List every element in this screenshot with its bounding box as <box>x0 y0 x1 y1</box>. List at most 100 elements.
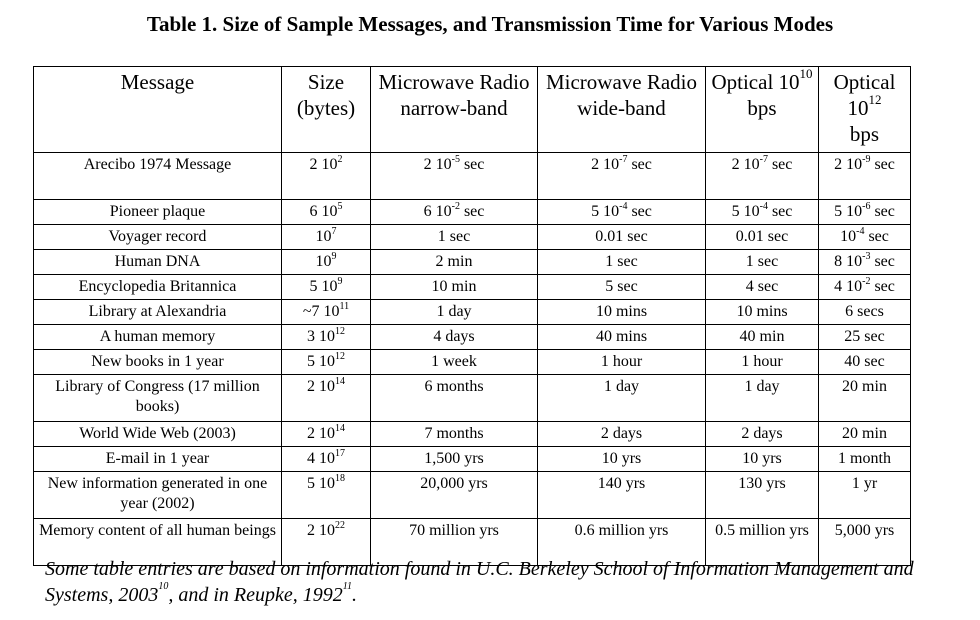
microwave-narrow-cell: 1 sec <box>370 224 538 250</box>
optical-10-cell: 40 min <box>705 324 819 350</box>
microwave-wide-cell: 1 sec <box>537 249 706 275</box>
table-row: A human memory 3 1012 4 days 40 mins 40 min 2… <box>33 324 911 350</box>
microwave-wide-cell: 140 yrs <box>537 471 706 519</box>
microwave-wide-cell: 2 10-7 sec <box>537 152 706 200</box>
header-microwave-narrow: Microwave Radio narrow-band <box>370 66 538 153</box>
optical-12-cell: 10-4 sec <box>818 224 911 250</box>
optical-12-cell: 20 min <box>818 421 911 447</box>
header-optical-10: Optical 1010 bps <box>705 66 819 153</box>
optical-10-cell: 1 day <box>705 374 819 422</box>
microwave-narrow-cell: 7 months <box>370 421 538 447</box>
microwave-wide-cell: 0.6 million yrs <box>537 518 706 566</box>
optical-12-cell: 1 yr <box>818 471 911 519</box>
microwave-wide-cell: 40 mins <box>537 324 706 350</box>
table-row: Arecibo 1974 Message 2 102 2 10-5 sec 2 10-… <box>33 152 911 200</box>
size-cell: 5 1012 <box>281 349 371 375</box>
size-cell: 2 102 <box>281 152 371 200</box>
microwave-narrow-cell: 1 week <box>370 349 538 375</box>
microwave-narrow-cell: 2 10-5 sec <box>370 152 538 200</box>
source-note: Some table entries are based on informat… <box>45 558 914 606</box>
size-cell: 5 109 <box>281 274 371 300</box>
optical-12-cell: 40 sec <box>818 349 911 375</box>
header-microwave-wide: Microwave Radio wide-band <box>537 66 706 153</box>
optical-10-cell: 130 yrs <box>705 471 819 519</box>
size-cell: 4 1017 <box>281 446 371 472</box>
microwave-wide-cell: 2 days <box>537 421 706 447</box>
optical-10-cell: 10 mins <box>705 299 819 325</box>
microwave-narrow-cell: 1 day <box>370 299 538 325</box>
size-cell: 5 1018 <box>281 471 371 519</box>
message-cell: Library of Congress (17 million books) <box>33 374 282 422</box>
optical-12-cell: 8 10-3 sec <box>818 249 911 275</box>
size-cell: 6 105 <box>281 199 371 225</box>
optical-10-cell: 1 hour <box>705 349 819 375</box>
table-row: E-mail in 1 year 4 1017 1,500 yrs 10 yrs 10 … <box>33 446 911 472</box>
size-cell: 2 1014 <box>281 421 371 447</box>
size-cell: 107 <box>281 224 371 250</box>
microwave-narrow-cell: 20,000 yrs <box>370 471 538 519</box>
optical-12-cell: 5 10-6 sec <box>818 199 911 225</box>
optical-10-cell: 0.5 million yrs <box>705 518 819 566</box>
table-row: Memory content of all human beings 2 1022… <box>33 518 911 566</box>
optical-10-cell: 10 yrs <box>705 446 819 472</box>
microwave-wide-cell: 10 yrs <box>537 446 706 472</box>
message-cell: World Wide Web (2003) <box>33 421 282 447</box>
message-cell: New books in 1 year <box>33 349 282 375</box>
transmission-table: Message Size (bytes) Microwave Radio nar… <box>33 66 911 566</box>
message-cell: Human DNA <box>33 249 282 275</box>
table-row: New information generated in one year (2… <box>33 471 911 519</box>
optical-10-cell: 5 10-4 sec <box>705 199 819 225</box>
header-size: Size (bytes) <box>281 66 371 153</box>
message-cell: Pioneer plaque <box>33 199 282 225</box>
optical-10-cell: 1 sec <box>705 249 819 275</box>
microwave-narrow-cell: 6 10-2 sec <box>370 199 538 225</box>
table-title: Table 1. Size of Sample Messages, and Tr… <box>146 12 834 36</box>
optical-12-cell: 6 secs <box>818 299 911 325</box>
size-cell: 2 1014 <box>281 374 371 422</box>
optical-10-cell: 0.01 sec <box>705 224 819 250</box>
microwave-wide-cell: 5 sec <box>537 274 706 300</box>
microwave-narrow-cell: 10 min <box>370 274 538 300</box>
table-row: Encyclopedia Britannica 5 109 10 min 5 sec 4… <box>33 274 911 300</box>
optical-12-cell: 25 sec <box>818 324 911 350</box>
microwave-wide-cell: 5 10-4 sec <box>537 199 706 225</box>
optical-12-cell: 5,000 yrs <box>818 518 911 566</box>
size-cell: 3 1012 <box>281 324 371 350</box>
table-row: World Wide Web (2003) 2 1014 7 months 2 day… <box>33 421 911 447</box>
message-cell: Library at Alexandria <box>33 299 282 325</box>
header-optical-12: Optical 1012 bps <box>818 66 911 153</box>
microwave-narrow-cell: 6 months <box>370 374 538 422</box>
size-cell: ~7 1011 <box>281 299 371 325</box>
optical-12-cell: 2 10-9 sec <box>818 152 911 200</box>
message-cell: Voyager record <box>33 224 282 250</box>
message-cell: New information generated in one year (2… <box>33 471 282 519</box>
message-cell: Encyclopedia Britannica <box>33 274 282 300</box>
optical-10-cell: 2 days <box>705 421 819 447</box>
table-row: Library at Alexandria ~7 1011 1 day 10 mins… <box>33 299 911 325</box>
microwave-narrow-cell: 4 days <box>370 324 538 350</box>
microwave-wide-cell: 0.01 sec <box>537 224 706 250</box>
microwave-wide-cell: 1 day <box>537 374 706 422</box>
microwave-narrow-cell: 2 min <box>370 249 538 275</box>
table-row: Voyager record 107 1 sec 0.01 sec 0.01 sec 10… <box>33 224 911 250</box>
optical-10-cell: 2 10-7 sec <box>705 152 819 200</box>
header-message: Message <box>33 66 282 153</box>
size-cell: 2 1022 <box>281 518 371 566</box>
microwave-narrow-cell: 70 million yrs <box>370 518 538 566</box>
optical-12-cell: 4 10-2 sec <box>818 274 911 300</box>
header-row: Message Size (bytes) Microwave Radio nar… <box>33 66 911 153</box>
message-cell: Arecibo 1974 Message <box>33 152 282 200</box>
microwave-wide-cell: 1 hour <box>537 349 706 375</box>
optical-12-cell: 20 min <box>818 374 911 422</box>
optical-12-cell: 1 month <box>818 446 911 472</box>
size-cell: 109 <box>281 249 371 275</box>
microwave-narrow-cell: 1,500 yrs <box>370 446 538 472</box>
microwave-wide-cell: 10 mins <box>537 299 706 325</box>
message-cell: Memory content of all human beings <box>33 518 282 566</box>
message-cell: E-mail in 1 year <box>33 446 282 472</box>
table-row: New books in 1 year 5 1012 1 week 1 hour 1 h… <box>33 349 911 375</box>
message-cell: A human memory <box>33 324 282 350</box>
table-row: Pioneer plaque 6 105 6 10-2 sec 5 10-4 sec 5… <box>33 199 911 225</box>
table-row: Human DNA 109 2 min 1 sec 1 sec 8 10-3 sec <box>33 249 911 275</box>
optical-10-cell: 4 sec <box>705 274 819 300</box>
